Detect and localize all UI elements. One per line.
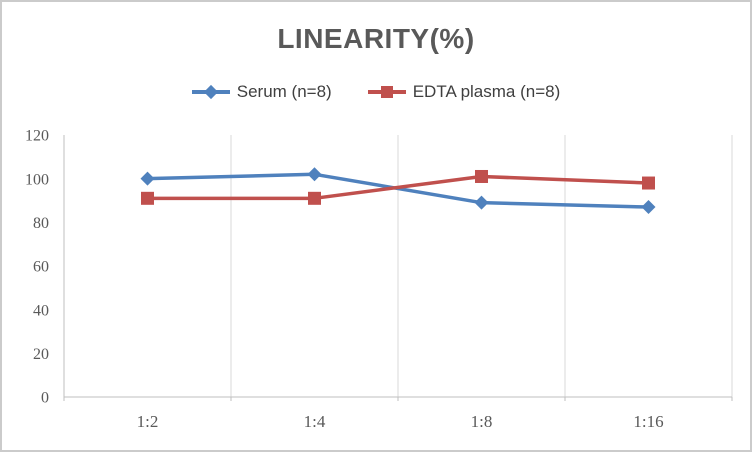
data-point-square-edta-plasma: [475, 169, 488, 183]
y-axis-tick-label: 60: [33, 259, 49, 276]
data-point-diamond-serum: [307, 167, 322, 182]
data-point-diamond-serum: [474, 195, 489, 210]
y-axis-tick-label: 40: [33, 302, 49, 319]
x-axis-tick-label: 1:16: [633, 412, 663, 431]
y-axis-tick-label: 20: [33, 346, 49, 363]
edta-plasma-square-icon: [380, 86, 393, 98]
data-point-diamond-serum: [140, 171, 155, 186]
serum-series-marker-icon: [191, 84, 230, 100]
legend-label-edta-plasma: EDTA plasma (n=8): [412, 82, 561, 101]
data-point-square-edta-plasma: [308, 191, 321, 205]
x-axis-tick-label: 1:2: [137, 412, 159, 431]
data-point-diamond-serum: [641, 200, 656, 215]
chart-title: LINEARITY(%): [277, 23, 475, 54]
y-axis-tick-label: 0: [41, 390, 49, 407]
legend-label-serum: Serum (n=8): [236, 82, 332, 101]
data-point-square-edta-plasma: [141, 191, 154, 205]
series-line-edta-plasma: [145, 174, 651, 201]
y-axis-tick-label: 100: [25, 171, 49, 188]
x-axis-tick-label: 1:4: [304, 412, 326, 431]
data-point-square-edta-plasma: [642, 176, 655, 190]
x-axis-tick-label: 1:8: [471, 412, 493, 431]
legend-item-serum: Serum (n=8): [191, 82, 332, 102]
y-axis-tick-label: 120: [25, 128, 49, 145]
legend-item-edta-plasma: EDTA plasma (n=8): [367, 82, 561, 102]
edta-plasma-series-marker-icon: [367, 85, 406, 100]
chart-legend: Serum (n=8) EDTA plasma (n=8): [2, 82, 750, 102]
y-axis-tick-label: 80: [33, 215, 49, 232]
